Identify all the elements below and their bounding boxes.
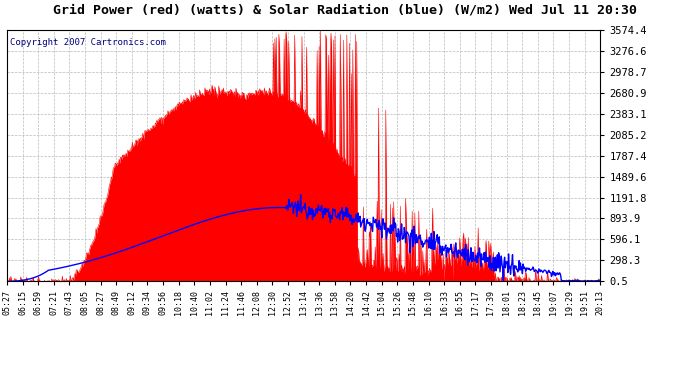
Text: Copyright 2007 Cartronics.com: Copyright 2007 Cartronics.com: [10, 38, 166, 46]
Text: Grid Power (red) (watts) & Solar Radiation (blue) (W/m2) Wed Jul 11 20:30: Grid Power (red) (watts) & Solar Radiati…: [53, 4, 637, 17]
